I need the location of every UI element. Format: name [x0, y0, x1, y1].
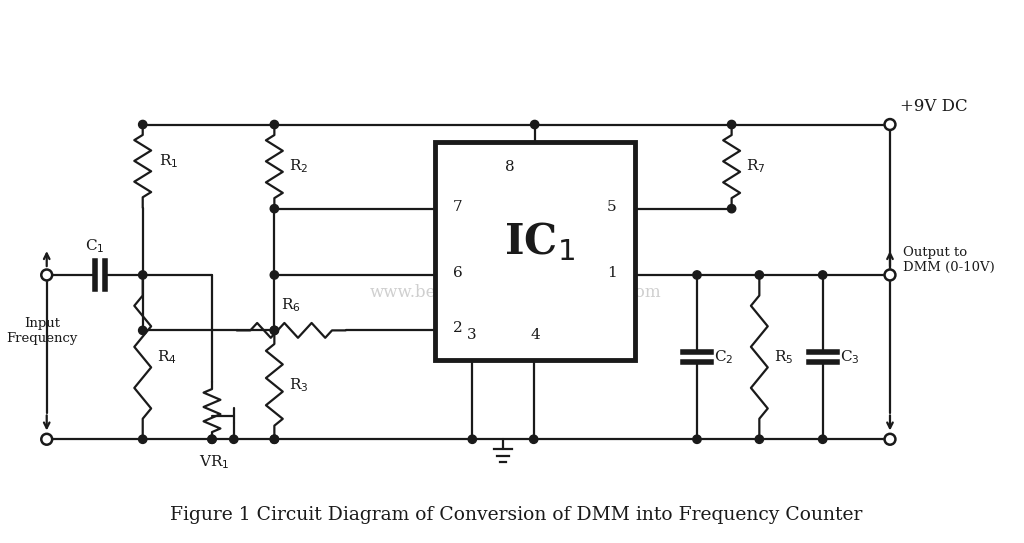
- Circle shape: [885, 119, 895, 130]
- Circle shape: [270, 326, 279, 334]
- Circle shape: [41, 269, 52, 280]
- Text: 2: 2: [453, 321, 462, 336]
- Circle shape: [138, 121, 146, 129]
- Circle shape: [727, 121, 736, 129]
- Text: 7: 7: [453, 200, 462, 214]
- Circle shape: [41, 434, 52, 445]
- Circle shape: [208, 435, 216, 444]
- Circle shape: [229, 435, 238, 444]
- Circle shape: [693, 271, 701, 279]
- Circle shape: [270, 121, 279, 129]
- Text: VR$_1$: VR$_1$: [199, 453, 229, 471]
- Text: Output to
DMM (0-10V): Output to DMM (0-10V): [903, 246, 994, 274]
- Circle shape: [529, 435, 538, 444]
- Text: +9V DC: +9V DC: [900, 98, 968, 115]
- Text: C$_3$: C$_3$: [840, 348, 859, 366]
- Circle shape: [727, 205, 736, 213]
- Circle shape: [138, 435, 146, 444]
- Text: 5: 5: [607, 200, 616, 214]
- Text: Input
Frequency: Input Frequency: [6, 317, 78, 345]
- Text: R$_4$: R$_4$: [157, 348, 176, 366]
- Circle shape: [468, 435, 476, 444]
- Circle shape: [138, 271, 146, 279]
- Circle shape: [818, 271, 826, 279]
- Text: 4: 4: [530, 329, 541, 342]
- Circle shape: [138, 326, 146, 334]
- Circle shape: [885, 434, 895, 445]
- Circle shape: [270, 435, 279, 444]
- Bar: [435, 142, 635, 360]
- Text: R$_1$: R$_1$: [159, 152, 178, 170]
- Circle shape: [270, 205, 279, 213]
- Text: Figure 1 Circuit Diagram of Conversion of DMM into Frequency Counter: Figure 1 Circuit Diagram of Conversion o…: [170, 507, 862, 525]
- Text: R$_6$: R$_6$: [282, 296, 301, 313]
- Circle shape: [755, 435, 764, 444]
- Circle shape: [755, 271, 764, 279]
- Text: IC$_1$: IC$_1$: [504, 220, 575, 263]
- Circle shape: [208, 435, 216, 444]
- Text: R$_2$: R$_2$: [289, 157, 308, 175]
- Circle shape: [885, 269, 895, 280]
- Text: R$_5$: R$_5$: [774, 348, 794, 366]
- Circle shape: [693, 435, 701, 444]
- Text: 6: 6: [453, 266, 462, 280]
- Circle shape: [270, 326, 279, 334]
- Text: C$_2$: C$_2$: [714, 348, 733, 366]
- Text: R$_3$: R$_3$: [289, 376, 308, 394]
- Circle shape: [818, 435, 826, 444]
- Circle shape: [270, 435, 279, 444]
- Text: 8: 8: [505, 160, 515, 174]
- Text: 3: 3: [467, 329, 476, 342]
- Circle shape: [530, 121, 539, 129]
- Text: R$_7$: R$_7$: [746, 157, 766, 175]
- Text: 1: 1: [607, 266, 616, 280]
- Text: C$_1$: C$_1$: [85, 237, 105, 255]
- Text: www.bestengineeringprojects.com: www.bestengineeringprojects.com: [370, 285, 662, 301]
- Circle shape: [270, 271, 279, 279]
